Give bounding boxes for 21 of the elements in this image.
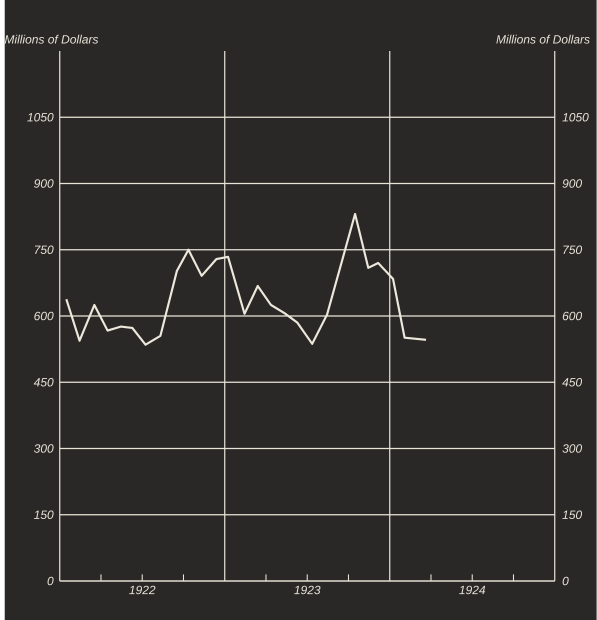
y2-tick-label: 1050 bbox=[562, 112, 589, 122]
y2-tick-label: 300 bbox=[562, 444, 582, 453]
y-tick-label: 1050 bbox=[27, 112, 54, 122]
y2-tick-label: 0 bbox=[562, 576, 569, 586]
y2-tick-label: 600 bbox=[562, 312, 582, 320]
y2-tick-label: 450 bbox=[562, 378, 582, 386]
y-tick-label: 600 bbox=[34, 312, 54, 320]
x-tick-label: 1922 bbox=[129, 586, 156, 594]
y2-tick-label: 150 bbox=[562, 510, 582, 520]
y2-tick-label: 900 bbox=[562, 179, 582, 188]
y-tick-label: 150 bbox=[34, 510, 54, 520]
x-tick-label: 1923 bbox=[294, 586, 321, 594]
y-tick-label: 750 bbox=[35, 245, 54, 254]
y-tick-label: 450 bbox=[34, 378, 54, 386]
y-tick-label: 900 bbox=[34, 179, 54, 188]
y-tick-label: 0 bbox=[48, 576, 54, 586]
y2-axis-title: Millions of Dollars bbox=[496, 34, 590, 44]
y-tick-label: 300 bbox=[34, 444, 54, 453]
x-tick-label: 1924 bbox=[459, 586, 486, 594]
y2-tick-label: 750 bbox=[563, 245, 582, 254]
y-axis-title: Millions of Dollars bbox=[4, 34, 98, 44]
